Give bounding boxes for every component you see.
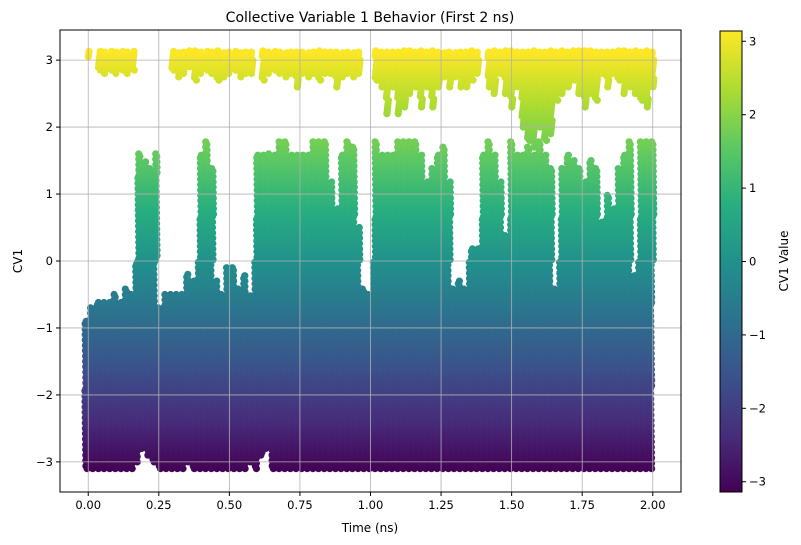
data-point: [355, 223, 363, 232]
data-point: [172, 290, 180, 299]
data-point: [87, 304, 95, 312]
data-point: [349, 143, 357, 151]
data-point: [371, 138, 379, 146]
data-point: [110, 290, 118, 299]
data-point: [328, 178, 336, 186]
data-point: [121, 285, 129, 293]
data-point: [320, 138, 328, 146]
data-point: [152, 150, 160, 158]
data-point: [202, 138, 210, 146]
data-point: [281, 138, 289, 146]
data-point: [213, 277, 221, 285]
data-point: [241, 272, 249, 280]
data-point: [142, 158, 150, 166]
data-points: [81, 47, 658, 473]
data-point: [358, 285, 366, 293]
data-point: [343, 138, 351, 146]
data-point: [166, 290, 175, 299]
data-point: [228, 264, 236, 272]
data-point: [154, 304, 162, 312]
data-point: [135, 150, 143, 158]
data-point: [208, 165, 216, 173]
data-point: [146, 165, 154, 173]
data-point: [161, 290, 169, 299]
chart-title: Collective Variable 1 Behavior (First 2 …: [226, 10, 515, 26]
data-point: [184, 270, 192, 278]
